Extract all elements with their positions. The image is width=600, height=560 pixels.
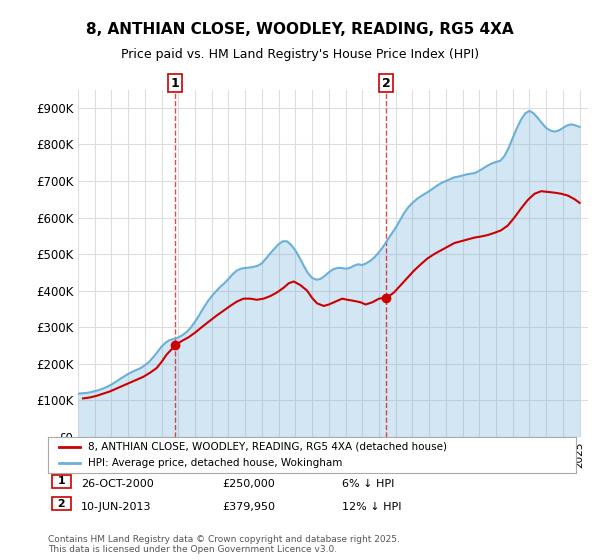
Text: Price paid vs. HM Land Registry's House Price Index (HPI): Price paid vs. HM Land Registry's House …: [121, 48, 479, 60]
Text: 12% ↓ HPI: 12% ↓ HPI: [342, 502, 401, 512]
Text: 8, ANTHIAN CLOSE, WOODLEY, READING, RG5 4XA: 8, ANTHIAN CLOSE, WOODLEY, READING, RG5 …: [86, 22, 514, 38]
Text: 6% ↓ HPI: 6% ↓ HPI: [342, 479, 394, 489]
Text: £250,000: £250,000: [222, 479, 275, 489]
Text: 2: 2: [382, 77, 391, 90]
Text: Contains HM Land Registry data © Crown copyright and database right 2025.
This d: Contains HM Land Registry data © Crown c…: [48, 535, 400, 554]
Text: 8, ANTHIAN CLOSE, WOODLEY, READING, RG5 4XA (detached house): 8, ANTHIAN CLOSE, WOODLEY, READING, RG5 …: [88, 442, 446, 452]
Text: 1: 1: [54, 477, 70, 487]
Text: 1: 1: [171, 77, 179, 90]
Text: 10-JUN-2013: 10-JUN-2013: [81, 502, 151, 512]
Text: 2: 2: [54, 499, 70, 509]
Text: 26-OCT-2000: 26-OCT-2000: [81, 479, 154, 489]
Text: HPI: Average price, detached house, Wokingham: HPI: Average price, detached house, Woki…: [88, 458, 342, 468]
Text: £379,950: £379,950: [222, 502, 275, 512]
